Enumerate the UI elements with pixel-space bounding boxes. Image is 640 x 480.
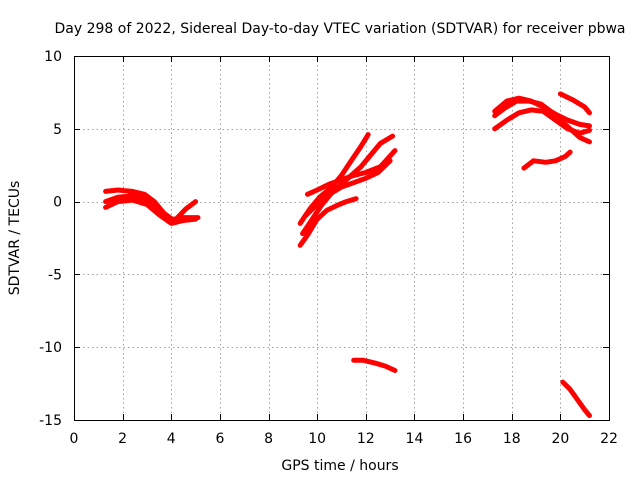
series-arc-9 [351, 357, 398, 373]
series-arc-1 [103, 187, 201, 223]
y-tick-label: -15 [39, 413, 62, 429]
gridlines [74, 56, 609, 420]
series-arc-11 [492, 107, 592, 136]
x-tick-label: 20 [551, 431, 569, 447]
x-tick-label: 10 [308, 431, 326, 447]
series-arc-8 [302, 158, 393, 219]
series-arc-15 [560, 379, 592, 419]
series-arc-14 [521, 149, 573, 171]
y-tick-label: 5 [53, 122, 62, 138]
series-arc-12 [492, 95, 592, 129]
y-tick-label: 0 [53, 195, 62, 211]
x-tick-label: 22 [600, 431, 618, 447]
y-tick-label: -10 [39, 340, 62, 356]
x-tick-label: 4 [167, 431, 176, 447]
x-axis-label: GPS time / hours [281, 458, 398, 474]
y-tick-label: -5 [48, 267, 62, 283]
plot-frame [74, 56, 610, 421]
axis-ticks [74, 56, 610, 421]
series-arc-13 [557, 91, 592, 116]
x-tick-label: 18 [503, 431, 521, 447]
y-tick-labels: -15 -10 -5 0 5 10 [39, 49, 62, 429]
series-arc-7 [305, 148, 398, 197]
x-tick-label: 14 [406, 431, 424, 447]
series-arc-3 [103, 197, 199, 226]
x-tick-label: 0 [70, 431, 79, 447]
series-arc-4 [297, 196, 359, 248]
x-tick-label: 6 [215, 431, 224, 447]
x-tick-label: 12 [357, 431, 375, 447]
chart-title: Day 298 of 2022, Sidereal Day-to-day VTE… [54, 21, 625, 37]
x-tick-labels: 0 2 4 6 8 10 12 14 16 18 20 22 [70, 431, 618, 447]
y-axis-label: SDTVAR / TECUs [7, 181, 23, 296]
x-tick-label: 8 [264, 431, 273, 447]
x-tick-label: 16 [454, 431, 472, 447]
y-tick-label: 10 [44, 49, 62, 65]
series-group [103, 91, 592, 419]
x-tick-label: 2 [118, 431, 127, 447]
